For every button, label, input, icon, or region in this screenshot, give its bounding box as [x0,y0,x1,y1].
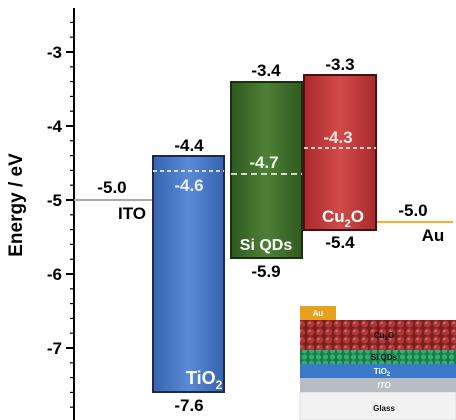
siqd-fermi-value: -4.7 [249,153,278,172]
minor-ticks [70,21,74,408]
inset-siqd-label: Si QDs [371,353,398,362]
tick-label: -6 [47,265,62,284]
device-stack-inset: Au Cu2O Si QDs TiO2 ITO Glass [298,292,456,420]
cu2o-vb-value: -5.4 [325,233,355,252]
inset-cu2o-label: Cu2O [374,331,394,342]
inset-glass-layer [299,391,456,420]
tio2-fermi-value: -4.6 [174,176,203,195]
inset-ito-layer [300,378,456,392]
siqd-band-box [230,81,303,259]
ito-level-value: -5.0 [97,178,126,197]
siqd-vb-value: -5.9 [251,262,280,281]
inset-cu2o-layer [300,320,456,350]
tick-label: -7 [47,339,62,358]
cu2o-name: Cu2O [322,207,364,230]
inset-tio2-label: TiO2 [374,367,391,378]
cu2o-band-box [303,74,377,231]
tick-label: -3 [47,43,62,62]
inset-ito-label: ITO [377,381,391,390]
inset-siqd-layer [300,350,456,364]
au-level-value: -5.0 [398,201,427,220]
siqd-cb-value: -3.4 [251,61,281,80]
tio2-name: TiO2 [186,368,223,392]
inset-au-label: Au [313,309,324,318]
tick-label: -4 [47,117,63,136]
inset-tio2-layer [300,364,456,378]
siqd-name: Si QDs [240,237,293,254]
tio2-band-box [152,155,225,393]
ito-name: ITO [118,204,146,223]
tio2-vb-value: -7.6 [174,396,203,415]
y-axis-title: Energy / eV [6,153,27,257]
cu2o-cb-value: -3.3 [325,55,354,74]
inset-glass-label: Glass [373,404,395,413]
tick-label: -5 [47,191,62,210]
inset-au-layer [300,306,336,320]
tio2-cb-value: -4.4 [174,136,204,155]
au-name: Au [422,226,445,245]
cu2o-fermi-value: -4.3 [323,128,352,147]
major-ticks [66,51,74,349]
